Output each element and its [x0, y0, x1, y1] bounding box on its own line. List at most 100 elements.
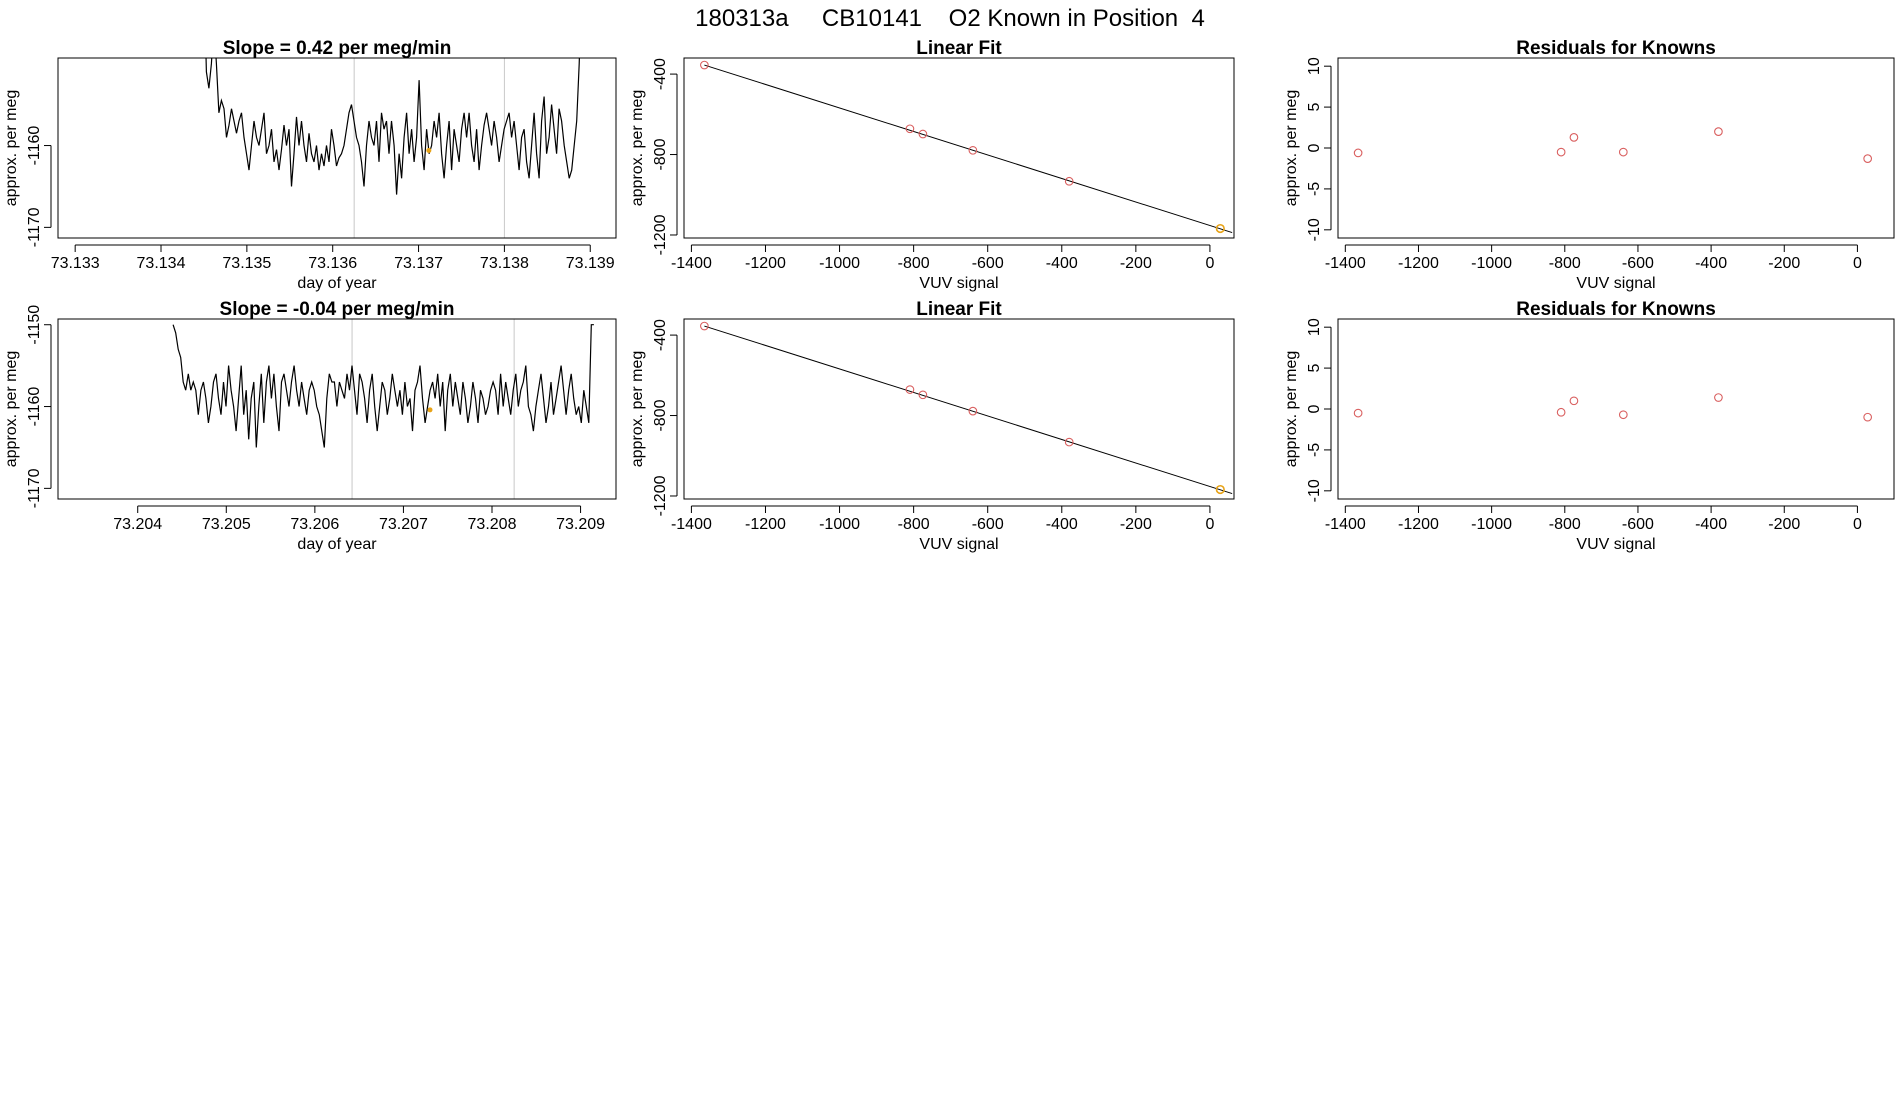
x-tick-label: -400: [1046, 255, 1078, 272]
fit-line: [704, 64, 1233, 234]
panel-5: -1400 -1200 -1000 -800 -600 -400 -200 0-400-800…: [629, 299, 1235, 553]
data-series-line: [172, 324, 594, 448]
y-tick-label: -1150: [26, 305, 43, 345]
plot-frame: [1337, 318, 1895, 500]
y-axis-label: approx. per meg: [3, 351, 20, 468]
data-point: [1618, 410, 1628, 420]
x-tick-label: -1000: [1471, 516, 1512, 533]
plot-grid: 73.133 73.134 73.135 73.136 73.137 73.138 73.1…: [3, 38, 1895, 553]
data-point: [1863, 154, 1873, 163]
x-tick-label: -1000: [1471, 255, 1512, 272]
y-tick-label: 0: [1306, 404, 1323, 413]
y-axis-label: approx. per meg: [629, 90, 646, 207]
plot-frame: [57, 57, 617, 239]
y-tick-label: -1200: [652, 214, 669, 255]
data-point: [968, 145, 978, 155]
y-tick-label: -5: [1306, 182, 1323, 196]
y-tick-label: -1170: [26, 207, 43, 247]
x-tick-label: 73.133: [51, 255, 100, 272]
data-point: [1863, 412, 1873, 422]
x-tick-label: 0: [1205, 516, 1214, 533]
y-tick-label: 10: [1306, 57, 1323, 75]
x-tick-label: -400: [1046, 516, 1078, 533]
y-tick-label: -1160: [26, 126, 43, 166]
fit-line: [704, 325, 1233, 495]
highlight-point: [426, 147, 432, 153]
x-tick-label: -600: [1622, 255, 1654, 272]
y-tick-label: -10: [1306, 479, 1323, 502]
x-tick-label: -600: [1622, 516, 1654, 533]
panel-title: Linear Fit: [916, 38, 1002, 59]
x-tick-label: -1200: [1398, 255, 1439, 272]
data-point: [905, 124, 915, 134]
highlight-point: [1215, 484, 1225, 495]
y-axis-label: approx. per meg: [3, 90, 20, 207]
x-axis-label: VUV signal: [919, 275, 998, 292]
data-point: [1353, 408, 1363, 418]
data-point: [1556, 407, 1566, 417]
x-tick-label: -1400: [1325, 255, 1366, 272]
panel-title: Slope = 0.42 per meg/min: [223, 38, 452, 59]
x-tick-label: -200: [1120, 255, 1152, 272]
x-tick-label: 0: [1853, 255, 1862, 272]
x-tick-label: -800: [1549, 516, 1581, 533]
panel-title: Residuals for Knowns: [1516, 38, 1716, 59]
panel-title: Linear Fit: [916, 299, 1002, 320]
y-tick-label: -1170: [26, 468, 43, 508]
data-point: [918, 390, 928, 400]
data-point: [1556, 147, 1566, 157]
panel-title: Slope = -0.04 per meg/min: [220, 299, 455, 320]
panel-title: Residuals for Knowns: [1516, 299, 1716, 320]
data-point: [1353, 148, 1363, 158]
x-tick-label: -200: [1120, 516, 1152, 533]
x-tick-label: -600: [972, 255, 1004, 272]
x-axis-label: VUV signal: [1576, 275, 1655, 292]
y-axis-label: approx. per meg: [1283, 90, 1300, 207]
y-tick-label: -800: [652, 138, 669, 170]
y-axis-label: approx. per meg: [629, 351, 646, 468]
y-tick-label: -10: [1306, 218, 1323, 241]
x-axis-label: VUV signal: [919, 536, 998, 553]
data-point: [1569, 133, 1579, 142]
y-tick-label: 5: [1306, 103, 1323, 112]
x-tick-label: -200: [1768, 255, 1800, 272]
x-tick-label: -1200: [1398, 516, 1439, 533]
x-tick-label: 0: [1853, 516, 1862, 533]
data-point: [1569, 396, 1579, 406]
plot-frame: [683, 318, 1235, 500]
highlight-point: [427, 407, 433, 413]
data-point: [1064, 437, 1074, 447]
data-point: [1714, 393, 1723, 402]
x-tick-label: -400: [1695, 516, 1727, 533]
y-tick-label: -400: [652, 319, 669, 351]
plot-frame: [683, 57, 1235, 239]
panel-6: -1400 -1200 -1000 -800 -600 -400 -200 0 10 5 0 -5 -1…: [1283, 299, 1895, 553]
panel-4: 73.204 73.205 73.206 73.207 73.208 73.209 -115…: [3, 299, 617, 553]
x-tick-label: -1400: [671, 255, 712, 272]
panel-1: 73.133 73.134 73.135 73.136 73.137 73.138 73.1…: [3, 38, 617, 292]
panel-3: -1400 -1200 -1000 -800 -600 -400 -200 0 10 5 0 -5 -1…: [1283, 38, 1895, 292]
x-tick-label: -800: [1549, 255, 1581, 272]
y-tick-label: -800: [652, 399, 669, 431]
data-point: [1064, 176, 1074, 186]
y-axis-label: approx. per meg: [1283, 351, 1300, 468]
plot-frame: [1337, 57, 1895, 239]
y-tick-label: -400: [652, 58, 669, 90]
x-tick-label: 73.206: [290, 516, 339, 533]
x-tick-label: 73.136: [308, 255, 357, 272]
data-point: [918, 129, 928, 139]
x-tick-label: -1400: [671, 516, 712, 533]
y-tick-label: -1200: [652, 475, 669, 516]
data-point: [905, 385, 915, 394]
data-point: [700, 60, 709, 70]
x-tick-label: -600: [972, 516, 1004, 533]
x-tick-label: -1200: [745, 255, 786, 272]
figure-title: 180313a CB10141 O2 Known in Position 4: [695, 5, 1205, 32]
data-point: [700, 321, 709, 331]
x-tick-label: 0: [1205, 255, 1214, 272]
x-tick-label: -1400: [1325, 516, 1366, 533]
x-tick-label: -800: [898, 516, 930, 533]
x-tick-label: -1000: [819, 255, 860, 272]
highlight-point: [1215, 223, 1225, 234]
